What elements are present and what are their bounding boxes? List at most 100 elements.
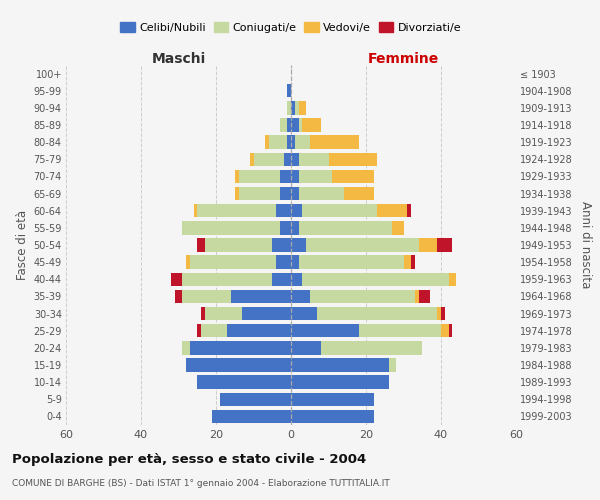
Bar bbox=[291, 324, 359, 338]
Bar bbox=[291, 358, 389, 372]
Bar bbox=[291, 392, 373, 406]
Text: COMUNE DI BARGHE (BS) - Dati ISTAT 1° gennaio 2004 - Elaborazione TUTTITALIA.IT: COMUNE DI BARGHE (BS) - Dati ISTAT 1° ge… bbox=[12, 479, 390, 488]
Bar bbox=[310, 136, 359, 149]
Bar bbox=[441, 307, 445, 320]
Bar bbox=[419, 238, 437, 252]
Bar bbox=[175, 290, 182, 303]
Bar bbox=[239, 187, 280, 200]
Bar bbox=[437, 238, 452, 252]
Bar bbox=[291, 152, 299, 166]
Bar bbox=[231, 290, 291, 303]
Bar bbox=[332, 170, 373, 183]
Y-axis label: Anni di nascita: Anni di nascita bbox=[580, 202, 592, 288]
Bar bbox=[182, 221, 280, 234]
Bar bbox=[449, 272, 456, 286]
Bar bbox=[212, 410, 291, 423]
Bar bbox=[265, 136, 269, 149]
Bar bbox=[291, 307, 317, 320]
Bar bbox=[291, 256, 299, 269]
Bar bbox=[227, 324, 291, 338]
Bar bbox=[193, 204, 197, 218]
Bar bbox=[186, 358, 291, 372]
Bar bbox=[186, 256, 190, 269]
Bar bbox=[291, 376, 389, 389]
Bar bbox=[299, 170, 332, 183]
Bar bbox=[295, 136, 310, 149]
Bar bbox=[359, 324, 441, 338]
Bar bbox=[291, 170, 299, 183]
Bar bbox=[291, 187, 299, 200]
Bar bbox=[291, 118, 299, 132]
Bar bbox=[201, 324, 227, 338]
Bar bbox=[254, 152, 284, 166]
Bar bbox=[306, 238, 419, 252]
Bar bbox=[280, 187, 291, 200]
Bar bbox=[235, 187, 239, 200]
Bar bbox=[343, 187, 373, 200]
Bar bbox=[276, 256, 291, 269]
Bar bbox=[291, 101, 295, 114]
Bar bbox=[302, 204, 377, 218]
Bar bbox=[321, 341, 422, 354]
Bar bbox=[449, 324, 452, 338]
Bar bbox=[201, 307, 205, 320]
Bar bbox=[404, 256, 411, 269]
Bar bbox=[437, 307, 441, 320]
Bar bbox=[411, 256, 415, 269]
Bar bbox=[299, 256, 404, 269]
Bar bbox=[407, 204, 411, 218]
Bar bbox=[242, 307, 291, 320]
Bar bbox=[291, 272, 302, 286]
Bar bbox=[182, 272, 272, 286]
Bar bbox=[415, 290, 419, 303]
Bar bbox=[235, 170, 239, 183]
Bar bbox=[205, 238, 272, 252]
Bar bbox=[441, 324, 449, 338]
Text: Maschi: Maschi bbox=[151, 52, 206, 66]
Bar bbox=[295, 101, 299, 114]
Bar bbox=[291, 290, 310, 303]
Bar bbox=[299, 118, 302, 132]
Bar bbox=[291, 204, 302, 218]
Bar bbox=[302, 118, 321, 132]
Bar bbox=[317, 307, 437, 320]
Bar bbox=[377, 204, 407, 218]
Bar bbox=[239, 170, 280, 183]
Bar bbox=[299, 187, 343, 200]
Bar bbox=[272, 272, 291, 286]
Legend: Celibi/Nubili, Coniugati/e, Vedovi/e, Divorziati/e: Celibi/Nubili, Coniugati/e, Vedovi/e, Di… bbox=[118, 20, 464, 35]
Bar bbox=[280, 221, 291, 234]
Bar bbox=[287, 136, 291, 149]
Bar bbox=[269, 136, 287, 149]
Bar bbox=[272, 238, 291, 252]
Bar bbox=[182, 290, 231, 303]
Bar bbox=[287, 101, 291, 114]
Bar bbox=[197, 204, 276, 218]
Bar bbox=[291, 341, 321, 354]
Bar bbox=[276, 204, 291, 218]
Bar bbox=[280, 118, 287, 132]
Bar bbox=[329, 152, 377, 166]
Bar bbox=[190, 256, 276, 269]
Bar bbox=[287, 118, 291, 132]
Bar bbox=[250, 152, 254, 166]
Bar bbox=[291, 136, 295, 149]
Bar bbox=[197, 324, 201, 338]
Bar bbox=[197, 376, 291, 389]
Text: Femmine: Femmine bbox=[368, 52, 439, 66]
Bar bbox=[220, 392, 291, 406]
Bar bbox=[389, 358, 396, 372]
Bar bbox=[419, 290, 430, 303]
Bar bbox=[190, 341, 291, 354]
Bar bbox=[171, 272, 182, 286]
Bar bbox=[284, 152, 291, 166]
Bar bbox=[291, 238, 306, 252]
Bar bbox=[299, 101, 306, 114]
Y-axis label: Fasce di età: Fasce di età bbox=[16, 210, 29, 280]
Bar bbox=[182, 341, 190, 354]
Bar bbox=[299, 221, 392, 234]
Text: Popolazione per età, sesso e stato civile - 2004: Popolazione per età, sesso e stato civil… bbox=[12, 452, 366, 466]
Bar bbox=[280, 170, 291, 183]
Bar bbox=[392, 221, 404, 234]
Bar bbox=[197, 238, 205, 252]
